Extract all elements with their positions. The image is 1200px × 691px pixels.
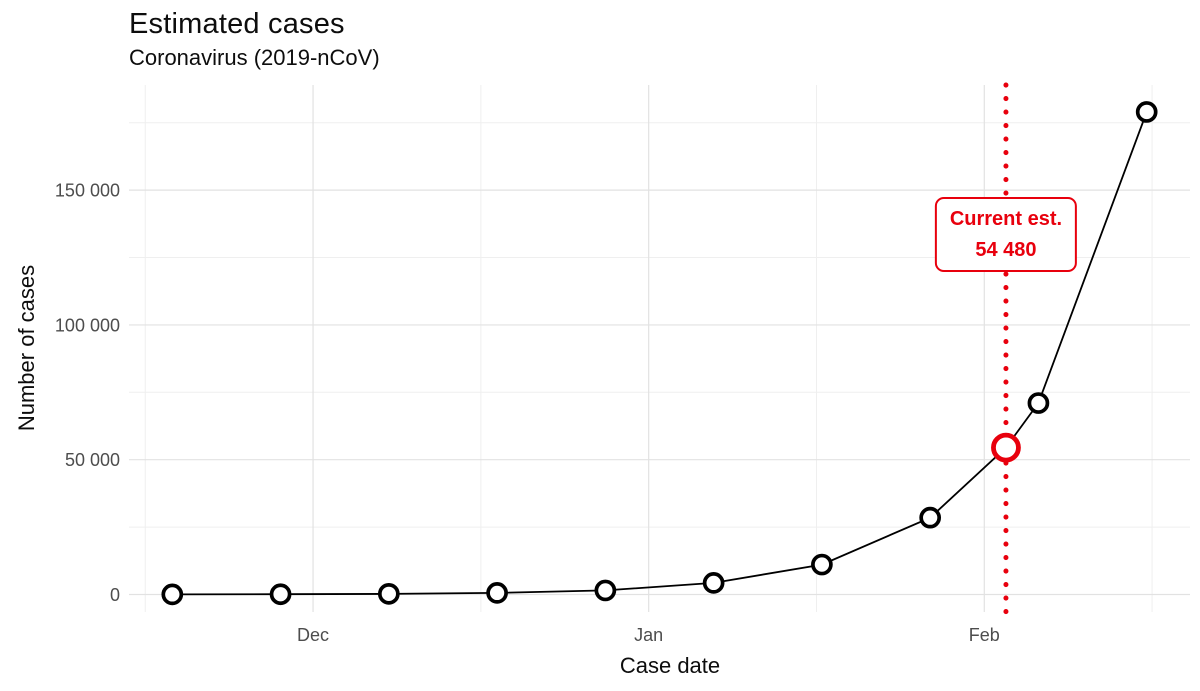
data-point (1135, 101, 1158, 123)
chart-subtitle: Coronavirus (2019-nCoV) (129, 45, 380, 70)
x-tick-label: Feb (969, 625, 1000, 645)
y-tick-label: 0 (110, 585, 120, 605)
y-tick-label: 50 000 (65, 450, 120, 470)
x-tick-label: Dec (297, 625, 329, 645)
x-axis-title: Case date (619, 653, 721, 678)
chart-title: Estimated cases (129, 8, 345, 40)
current-estimate-label: Current est. 54 480 (934, 197, 1078, 272)
data-point (161, 583, 184, 606)
data-point (594, 579, 617, 602)
x-tick-label: Jan (634, 625, 663, 645)
data-point (486, 582, 508, 604)
series-line (172, 111, 1148, 596)
data-point (919, 506, 942, 529)
data-point (811, 553, 833, 576)
data-point (702, 572, 725, 594)
data-point (269, 583, 292, 606)
y-tick-label: 100 000 (55, 315, 120, 335)
highlighted-data-point (991, 432, 1021, 463)
data-point (377, 583, 400, 605)
y-axis-title: Number of cases (14, 264, 39, 432)
current-estimate-value: 54 480 (975, 239, 1037, 261)
y-tick-label: 150 000 (55, 181, 120, 201)
data-point (1027, 392, 1050, 414)
current-estimate-label-line1: Current est. (949, 208, 1063, 230)
